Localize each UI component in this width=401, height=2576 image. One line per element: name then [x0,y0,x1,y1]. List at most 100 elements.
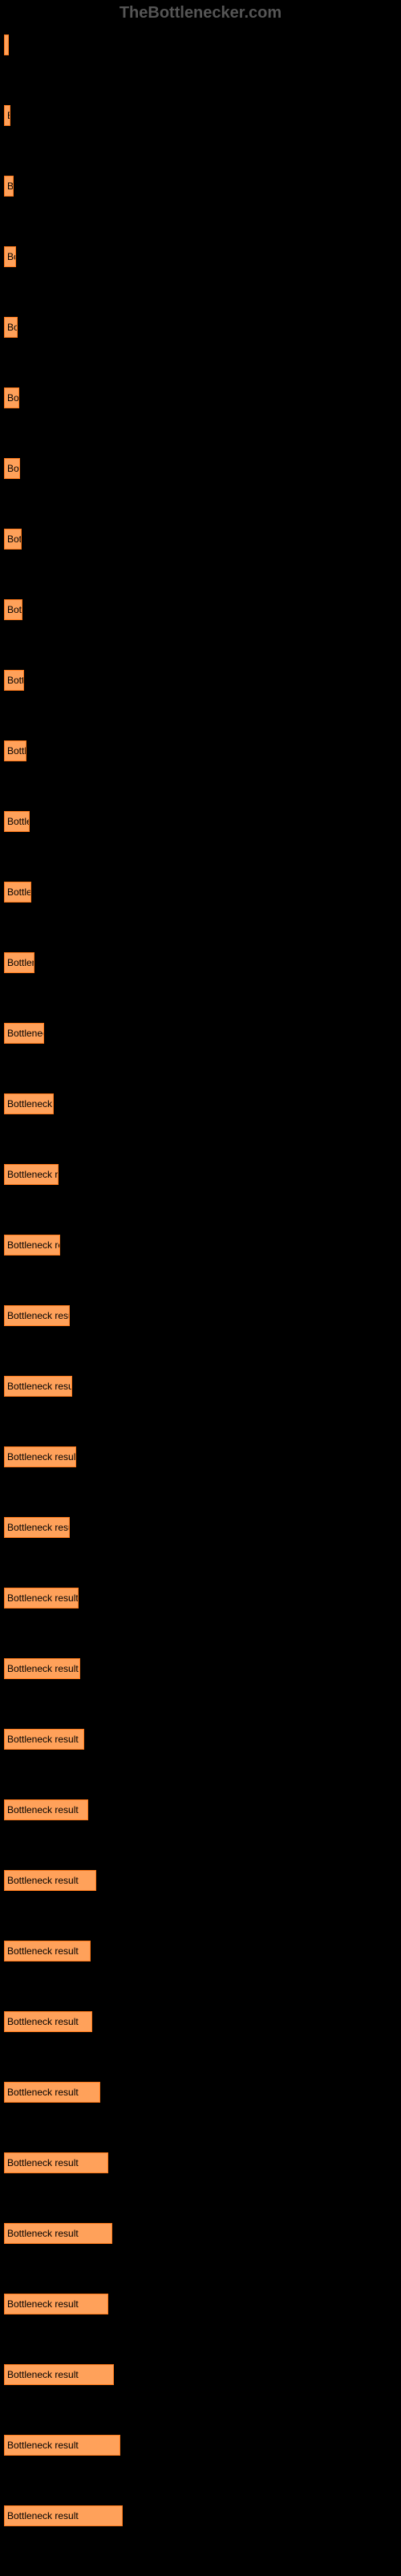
bar-row: Bottleneck result [4,1941,397,1961]
bar-label: Bottleneck result [7,2440,79,2451]
chart-bar: Bottleneck result [4,1235,60,1256]
bar-row: Bottleneck result [4,2011,397,2032]
bar-row: Bottleneck result [4,1023,397,1044]
chart-bar: Bottleneck result [4,317,18,338]
bar-label: Bottleneck result [7,1875,79,1886]
bar-label: Bottleneck result [7,533,21,545]
bar-label: Bottleneck result [7,2510,79,2521]
bar-label: Bottleneck result [7,322,17,333]
bar-row: Bottleneck result [4,105,397,126]
chart-bar: Bottleneck result [4,1588,79,1608]
bar-row: Bottleneck result [4,2152,397,2173]
bar-label: Bottleneck result [7,251,15,262]
bar-row: Bottleneck result [4,176,397,197]
bar-row: Bottleneck result [4,2294,397,2314]
bar-row: Bottleneck result [4,811,397,832]
chart-bar: Bottleneck result [4,670,24,691]
bar-label: Bottleneck result [7,1169,58,1180]
chart-bar: Bottleneck result [4,2294,108,2314]
chart-bar: Bottleneck result [4,1517,70,1538]
bar-label: Bottleneck result [7,1945,79,1957]
bar-label: Bottleneck result [7,463,19,474]
bar-row: Bottleneck result [4,1799,397,1820]
bar-row: Bottleneck result [4,529,397,550]
bar-label: Bottleneck result [7,2016,79,2027]
chart-bar: Bottleneck result [4,2011,92,2032]
chart-bar: Bottleneck result [4,1658,80,1679]
chart-bar: Bottleneck result [4,1799,88,1820]
bar-row: Bottleneck result [4,2223,397,2244]
bar-row: Bottleneck result [4,1870,397,1891]
bar-row: Bottleneck result [4,317,397,338]
chart-bar: Bottleneck result [4,1729,84,1750]
chart-bar: Bottleneck result [4,2505,123,2526]
bar-row: Bottleneck result [4,2435,397,2456]
bar-row: Bottleneck result [4,882,397,903]
bar-row: Bottleneck result [4,2364,397,2385]
chart-bar: Bottleneck result [4,2082,100,2103]
bar-row: Bottleneck result [4,1376,397,1397]
bar-row: Bottleneck result [4,952,397,973]
bar-label: Bottleneck result [7,392,18,404]
chart-bar: Bottleneck result [4,1941,91,1961]
bar-label: Bottleneck result [7,1663,79,1674]
chart-bar: Bottleneck result [4,1305,70,1326]
bar-row: Bottleneck result [4,1235,397,1256]
chart-bar: Bottleneck result [4,105,10,126]
chart-bar: Bottleneck result [4,246,16,267]
bar-row: Bottleneck result [4,1305,397,1326]
bar-chart: Bottleneck result Bottleneck result Bottle… [0,34,401,2526]
chart-bar: Bottleneck result [4,1446,76,1467]
bar-row: Bottleneck result [4,1517,397,1538]
bar-label: Bottleneck result [7,39,8,51]
bar-row: Bottleneck result [4,740,397,761]
bar-row: Bottleneck result [4,1658,397,1679]
bar-row: Bottleneck result [4,1729,397,1750]
bar-label: Bottleneck result [7,110,10,121]
chart-bar: Bottleneck result [4,1870,96,1891]
bar-row: Bottleneck result [4,387,397,408]
bar-label: Bottleneck result [7,181,13,192]
chart-bar: Bottleneck result [4,1376,72,1397]
chart-bar: Bottleneck result [4,952,34,973]
chart-bar: Bottleneck result [4,1093,54,1114]
chart-bar: Bottleneck result [4,1023,44,1044]
bar-label: Bottleneck result [7,2369,79,2380]
bar-row: Bottleneck result [4,34,397,55]
bar-label: Bottleneck result [7,1734,79,1745]
bar-label: Bottleneck result [7,1522,69,1533]
bar-label: Bottleneck result [7,1592,78,1604]
bar-label: Bottleneck result [7,2228,79,2239]
chart-bar: Bottleneck result [4,34,9,55]
bar-label: Bottleneck result [7,886,30,898]
bar-row: Bottleneck result [4,1446,397,1467]
bar-label: Bottleneck result [7,816,29,827]
bar-label: Bottleneck result [7,1310,69,1321]
bar-row: Bottleneck result [4,246,397,267]
bar-row: Bottleneck result [4,2505,397,2526]
watermark-text: TheBottlenecker.com [0,0,401,34]
bar-row: Bottleneck result [4,670,397,691]
bar-label: Bottleneck result [7,1098,53,1110]
bar-label: Bottleneck result [7,1381,71,1392]
bar-label: Bottleneck result [7,2087,79,2098]
bar-label: Bottleneck result [7,745,26,757]
chart-bar: Bottleneck result [4,529,22,550]
chart-bar: Bottleneck result [4,2435,120,2456]
chart-bar: Bottleneck result [4,740,26,761]
bar-label: Bottleneck result [7,675,23,686]
bar-label: Bottleneck result [7,1451,75,1462]
bar-label: Bottleneck result [7,604,22,615]
chart-bar: Bottleneck result [4,387,19,408]
bar-label: Bottleneck result [7,957,34,968]
chart-bar: Bottleneck result [4,2364,114,2385]
chart-bar: Bottleneck result [4,599,22,620]
chart-bar: Bottleneck result [4,811,30,832]
bar-row: Bottleneck result [4,2082,397,2103]
bar-row: Bottleneck result [4,1093,397,1114]
chart-bar: Bottleneck result [4,176,14,197]
bar-row: Bottleneck result [4,458,397,479]
bar-row: Bottleneck result [4,1164,397,1185]
bar-label: Bottleneck result [7,2157,79,2168]
chart-bar: Bottleneck result [4,1164,59,1185]
